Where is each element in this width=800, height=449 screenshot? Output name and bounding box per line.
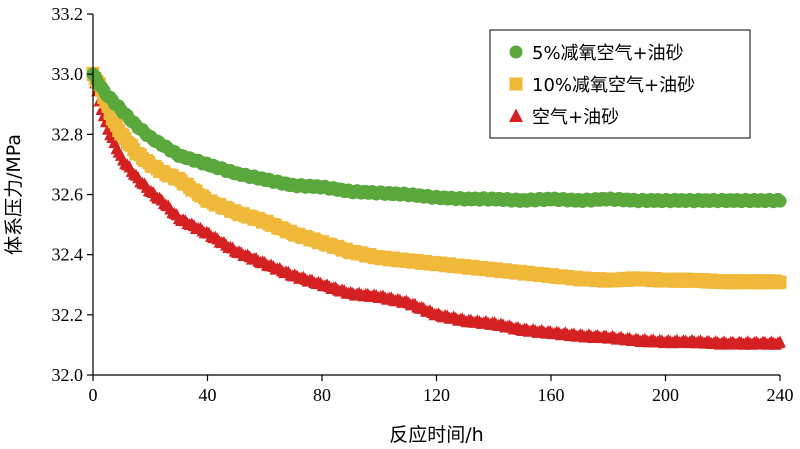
legend-label: 5%减氧空气+油砂 — [532, 43, 684, 64]
data-point-square — [773, 275, 787, 289]
legend-box — [489, 29, 751, 139]
y-tick-label: 32.8 — [52, 124, 84, 144]
series-triangle — [87, 68, 786, 350]
data-point-circle — [773, 194, 787, 208]
series-square — [86, 66, 787, 290]
legend-marker-circle — [509, 45, 523, 59]
series-marks — [86, 66, 787, 350]
legend: 5%减氧空气+油砂 10%减氧空气+油砂 空气+油砂 — [489, 29, 751, 139]
x-axis-title: 反应时间/h — [389, 424, 483, 446]
x-tick-label: 240 — [767, 385, 794, 405]
legend-label: 10%减氧空气+油砂 — [532, 75, 695, 96]
x-tick-label: 40 — [199, 385, 217, 405]
legend-item-10pct-oxygen-air: 10%减氧空气+油砂 — [509, 75, 695, 96]
legend-item-5pct-oxygen-air: 5%减氧空气+油砂 — [509, 43, 684, 64]
ticks: 0 40 80 120 160 200 240 32.0 32.2 32.4 32.6 32.8 33.… — [52, 4, 794, 405]
x-tick-label: 200 — [652, 385, 679, 405]
series-circle — [86, 67, 787, 209]
y-tick-label: 32.2 — [52, 305, 84, 325]
legend-marker-square — [509, 77, 523, 91]
y-axis-title: 体系压力/MPa — [3, 134, 25, 255]
legend-label: 空气+油砂 — [532, 107, 619, 128]
x-tick-label: 120 — [423, 385, 450, 405]
y-tick-label: 32.6 — [52, 185, 84, 205]
x-tick-label: 160 — [538, 385, 565, 405]
x-tick-label: 0 — [89, 385, 98, 405]
y-tick-label: 32.0 — [52, 365, 84, 385]
legend-item-air: 空气+油砂 — [509, 107, 619, 128]
y-tick-label: 32.4 — [52, 245, 84, 265]
x-tick-label: 80 — [313, 385, 331, 405]
y-tick-label: 33.2 — [52, 4, 84, 24]
legend-marker-triangle — [509, 108, 523, 122]
y-tick-label: 33.0 — [52, 64, 84, 84]
data-point-triangle — [774, 335, 786, 348]
